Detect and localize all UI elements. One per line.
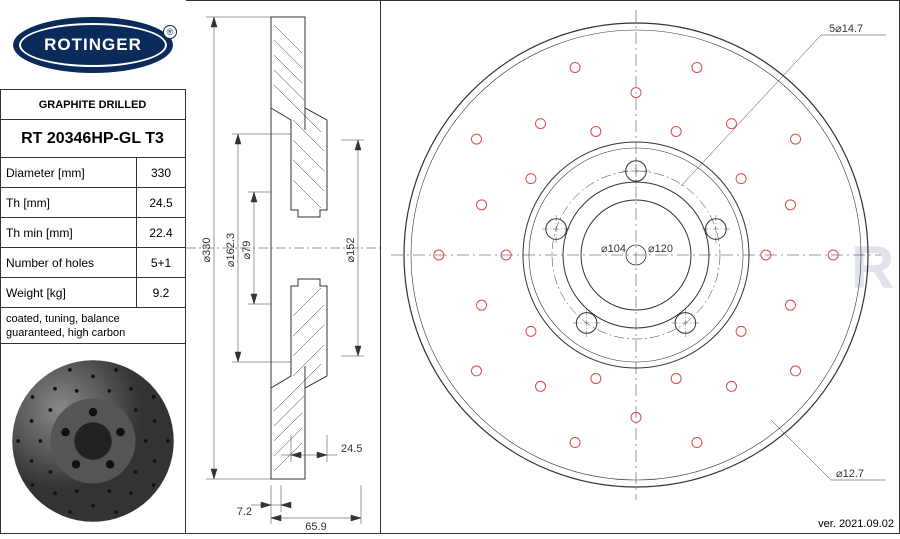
info-panel: ROTINGER ® GRAPHITE DRILLED RT 20346HP-G… bbox=[0, 0, 186, 534]
drill-hole bbox=[591, 374, 601, 384]
drill-hole bbox=[785, 200, 795, 210]
dim-d162: ⌀162.3 bbox=[225, 233, 237, 267]
spec-label: Th [mm] bbox=[0, 188, 137, 217]
drill-hole bbox=[536, 119, 546, 129]
registered-icon: ® bbox=[163, 25, 177, 39]
drill-hole bbox=[736, 326, 746, 336]
part-number: RT 20346HP-GL T3 bbox=[0, 120, 185, 158]
bolt-spec: 5⌀14.7 bbox=[829, 23, 863, 35]
spec-label: Th min [mm] bbox=[0, 218, 137, 247]
dim-d330: ⌀330 bbox=[201, 238, 213, 263]
dim-d152: ⌀152 bbox=[345, 238, 357, 263]
spec-label: Diameter [mm] bbox=[0, 158, 137, 187]
brand-name: ROTINGER bbox=[44, 35, 142, 55]
drill-hole bbox=[726, 381, 736, 391]
front-view-drawing: ⌀104 ⌀120 5⌀14.7 ⌀12.7 bbox=[381, 0, 900, 534]
drill-hole bbox=[736, 174, 746, 184]
spec-row: Weight [kg]9.2 bbox=[0, 278, 185, 308]
side-view-drawing: ⌀330 ⌀162.3 ⌀79 ⌀152 24.5 bbox=[186, 0, 381, 534]
spec-row: Th [mm]24.5 bbox=[0, 188, 185, 218]
drill-hole bbox=[477, 200, 487, 210]
drill-hole bbox=[471, 134, 481, 144]
disc-thumbnail bbox=[0, 348, 186, 534]
dim-d79: ⌀79 bbox=[241, 241, 253, 260]
spec-value: 5+1 bbox=[137, 248, 185, 277]
drill-hole bbox=[591, 126, 601, 136]
drill-hole bbox=[570, 438, 580, 448]
logo-area: ROTINGER ® bbox=[0, 0, 186, 90]
spec-value: 24.5 bbox=[137, 188, 185, 217]
brand-logo: ROTINGER ® bbox=[13, 17, 173, 73]
spec-value: 330 bbox=[137, 158, 185, 187]
drill-hole bbox=[692, 62, 702, 72]
dim-d104: ⌀104 bbox=[601, 243, 626, 255]
spec-row: Th min [mm]22.4 bbox=[0, 218, 185, 248]
dim-7-2: 7.2 bbox=[237, 506, 252, 518]
spec-label: Number of holes bbox=[0, 248, 137, 277]
drill-hole bbox=[570, 62, 580, 72]
version-label: ver. 2021.09.02 bbox=[818, 518, 894, 530]
drill-hole bbox=[526, 326, 536, 336]
drill-hole bbox=[692, 438, 702, 448]
drill-spec: ⌀12.7 bbox=[836, 468, 864, 480]
spec-label: Weight [kg] bbox=[0, 278, 137, 307]
drill-hole bbox=[791, 134, 801, 144]
drill-hole bbox=[471, 366, 481, 376]
drill-hole bbox=[671, 126, 681, 136]
drill-hole bbox=[536, 381, 546, 391]
front-view-panel: ROTINGER ⌀104 ⌀120 5⌀14.7 bbox=[381, 0, 900, 534]
spec-row: Diameter [mm]330 bbox=[0, 158, 185, 188]
dim-65-9: 65.9 bbox=[305, 521, 326, 533]
drill-hole bbox=[671, 374, 681, 384]
drill-hole bbox=[791, 366, 801, 376]
drill-hole bbox=[477, 300, 487, 310]
dim-th: 24.5 bbox=[341, 443, 362, 455]
spec-row: Number of holes5+1 bbox=[0, 248, 185, 278]
drill-hole bbox=[726, 119, 736, 129]
drill-hole bbox=[785, 300, 795, 310]
dim-d120: ⌀120 bbox=[648, 243, 673, 255]
spec-value: 22.4 bbox=[137, 218, 185, 247]
notes: coated, tuning, balance guaranteed, high… bbox=[0, 308, 185, 344]
product-title: GRAPHITE DRILLED bbox=[0, 90, 185, 120]
side-view-panel: ⌀330 ⌀162.3 ⌀79 ⌀152 24.5 bbox=[186, 0, 381, 534]
spec-value: 9.2 bbox=[137, 278, 185, 307]
drill-hole bbox=[526, 174, 536, 184]
